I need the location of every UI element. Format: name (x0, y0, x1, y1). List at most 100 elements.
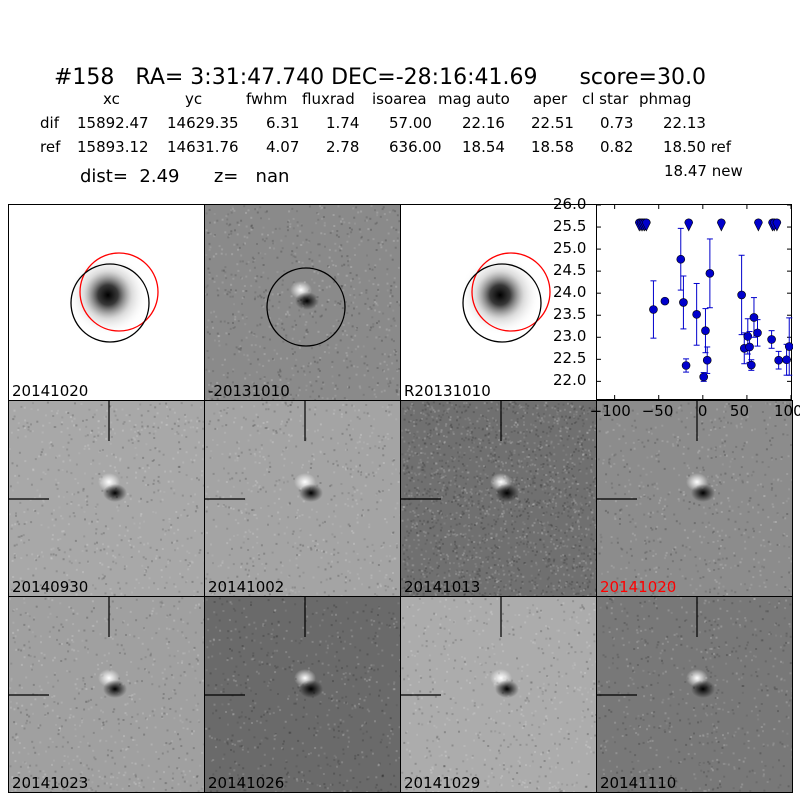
stamp-image (597, 401, 792, 596)
cutout-stamp: 20140930 (8, 400, 205, 597)
negative-residual (299, 484, 323, 502)
stamp-image (205, 597, 400, 792)
stats-row-label: ref (40, 138, 61, 156)
stats-column-header: phmag (639, 90, 692, 108)
negative-residual (103, 484, 127, 502)
x-tick-label: 100 (774, 402, 800, 420)
x-tick-label: 50 (729, 402, 749, 420)
stats-cell: 22.13 (663, 114, 706, 132)
top-panel: 20141020 (8, 204, 205, 401)
detection-point (649, 305, 658, 314)
panel-date-label: 20141020 (12, 382, 89, 400)
stats-column-header: xc (103, 90, 120, 108)
detection-point (705, 269, 715, 278)
negative-residual (103, 680, 127, 698)
detection-point (753, 328, 762, 338)
negative-residual (691, 484, 715, 502)
top-panel-image (205, 205, 400, 400)
y-tick-label: 25.0 (553, 239, 587, 258)
top-panel-image (68, 252, 159, 343)
y-tick-label: 26.0 (553, 195, 587, 213)
stats-cell: 14629.35 (167, 114, 239, 132)
ra-coordinate: RA= 3:31:47.740 (135, 65, 325, 90)
stats-cell: 2.78 (326, 138, 360, 156)
detection-point (747, 360, 756, 370)
stats-cell: 22.51 (531, 114, 574, 132)
stats-column-header: mag auto (438, 90, 510, 108)
upper-limit-marker (684, 218, 694, 232)
detection-point (679, 298, 688, 307)
stamp-date-label: 20141026 (208, 774, 285, 792)
stats-cell: 18.50 ref (663, 138, 732, 156)
negative-residual (495, 680, 519, 698)
stamp-image (401, 401, 596, 596)
panel-date-label: -20131010 (208, 382, 290, 400)
stamp-date-label: 20141002 (208, 578, 285, 596)
stats-cell: 18.54 (462, 138, 505, 156)
upper-limit-marker (717, 218, 726, 232)
stamp-date-label: 20141110 (600, 774, 677, 792)
stats-cell: 18.58 (531, 138, 574, 156)
cutout-stamp: 20141002 (204, 400, 401, 597)
detection-point (702, 355, 712, 365)
top-panel: -20131010 (204, 204, 401, 401)
detection-point (743, 332, 753, 341)
cutout-stamp: 20141026 (204, 596, 401, 793)
stats-cell: 22.16 (462, 114, 505, 132)
stats-column-header: isoarea (372, 90, 427, 108)
dist-value: 2.49 (139, 166, 180, 187)
top-panel: R20131010 (400, 204, 597, 401)
stats-cell: 636.00 (389, 138, 442, 156)
stats-column-header: aper (533, 90, 568, 108)
detection-point (745, 342, 754, 352)
stats-cell: 1.74 (326, 114, 360, 132)
x-tick-label: 0 (697, 402, 708, 420)
stats-cell: 57.00 (389, 114, 432, 132)
stamp-image (9, 401, 204, 596)
y-tick-label: 24.5 (553, 261, 587, 280)
aperture-circle-black (266, 267, 346, 347)
stats-cell: 0.82 (600, 138, 634, 156)
y-tick-label: 23.0 (553, 327, 587, 346)
stats-cell: 6.31 (266, 114, 300, 132)
z-value: nan (255, 166, 290, 187)
stats-cell: 15893.12 (77, 138, 149, 156)
stamp-date-label: 20141023 (12, 774, 89, 792)
cutout-stamp: 20141013 (400, 400, 597, 597)
y-tick-label: 24.0 (553, 283, 587, 302)
stamp-image (9, 597, 204, 792)
aperture-circle-black (462, 263, 542, 343)
stamp-image (401, 597, 596, 792)
stats-column-header: fwhm (246, 90, 288, 108)
detection-point (749, 313, 759, 322)
detection-point (782, 355, 791, 365)
detection-point (767, 335, 776, 344)
y-tick-label: 23.5 (553, 305, 587, 324)
negative-residual (495, 484, 519, 502)
y-tick-label: 22.0 (553, 371, 587, 390)
upper-limit-marker (642, 218, 651, 232)
top-panel-image (460, 252, 551, 343)
distance-readout: dist= 2.49 z= nan (80, 166, 289, 187)
stamp-date-label: 20141013 (404, 578, 481, 596)
aperture-circle-red (79, 252, 159, 332)
detection-point (699, 372, 708, 382)
light-curve-plot (596, 204, 794, 400)
stamp-image (205, 401, 400, 596)
stamp-date-label: 20140930 (12, 578, 89, 596)
z-label: z= (213, 166, 239, 187)
candidate-id: #158 (54, 65, 115, 90)
x-tick-label: −50 (641, 402, 674, 420)
stats-column-header: cl star (582, 90, 629, 108)
stats-cell: 15892.47 (77, 114, 149, 132)
detection-point (660, 296, 670, 306)
cutout-stamp: 20141020 (596, 400, 793, 597)
cutout-stamp: 20141023 (8, 596, 205, 793)
cutout-stamp: 20141110 (596, 596, 793, 793)
negative-residual (295, 292, 319, 310)
stats-cell: 4.07 (266, 138, 300, 156)
negative-residual (299, 680, 323, 698)
detection-point (784, 342, 794, 351)
score: score=30.0 (579, 65, 706, 90)
detection-point (681, 361, 691, 370)
